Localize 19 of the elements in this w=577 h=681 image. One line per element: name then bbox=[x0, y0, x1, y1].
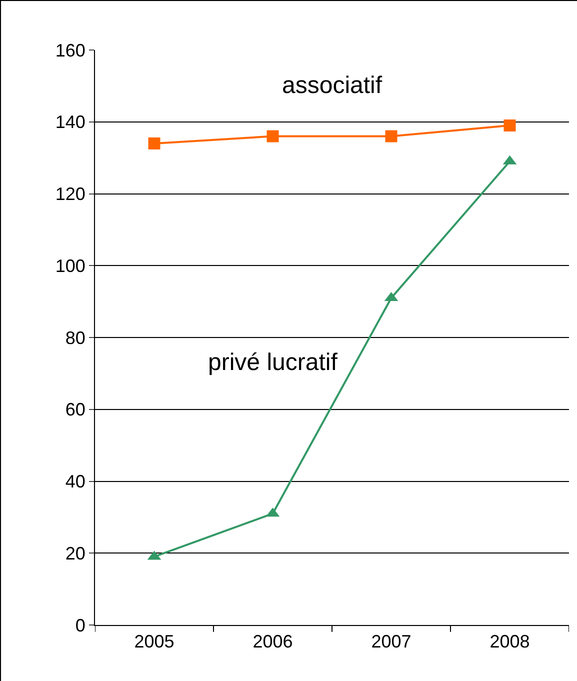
y-tick-label: 0 bbox=[75, 615, 86, 636]
x-tick-label: 2006 bbox=[252, 632, 293, 652]
point bbox=[385, 130, 398, 142]
x-tick-label: 2007 bbox=[371, 632, 412, 652]
series-label: associatif bbox=[282, 72, 382, 99]
x-tick-label: 2005 bbox=[134, 632, 174, 652]
y-tick-label: 100 bbox=[55, 256, 86, 276]
point bbox=[266, 130, 279, 142]
y-tick-label: 120 bbox=[55, 184, 86, 204]
x-tick-label: 2008 bbox=[490, 632, 530, 652]
y-tick-label: 80 bbox=[65, 328, 86, 348]
y-tick-label: 60 bbox=[65, 400, 86, 420]
point bbox=[148, 137, 160, 150]
y-tick-label: 20 bbox=[65, 543, 86, 564]
y-tick-label: 140 bbox=[55, 112, 86, 132]
point bbox=[504, 119, 516, 132]
y-tick-label: 160 bbox=[55, 40, 86, 60]
series-label: privé lucratif bbox=[208, 349, 338, 376]
y-tick-label: 40 bbox=[65, 472, 86, 492]
